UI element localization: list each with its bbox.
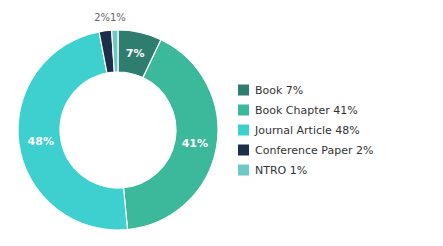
legend-label: Conference Paper 2% (255, 144, 373, 157)
data-label: 7% (126, 47, 145, 60)
annotation: 2%1% (94, 12, 126, 23)
data-label: 41% (182, 137, 208, 150)
data-labels: 7% 41% 48% (28, 47, 208, 150)
legend: Book 7% Book Chapter 41% Journal Article 4… (238, 84, 373, 177)
legend-swatch (238, 165, 249, 176)
legend-label: Book 7% (255, 84, 303, 97)
chart: 7% 41% 48% 2%1% Book 7% Book Chapter 41% Journ… (0, 0, 443, 246)
slices (18, 30, 218, 230)
slice (124, 40, 218, 230)
legend-label: Book Chapter 41% (255, 104, 358, 117)
legend-swatch (238, 85, 249, 96)
legend-swatch (238, 125, 249, 136)
legend-label: Journal Article 48% (254, 124, 360, 137)
legend-swatch (238, 145, 249, 156)
data-label: 48% (28, 135, 54, 148)
slice (112, 30, 118, 72)
legend-swatch (238, 105, 249, 116)
legend-label: NTRO 1% (255, 164, 307, 177)
